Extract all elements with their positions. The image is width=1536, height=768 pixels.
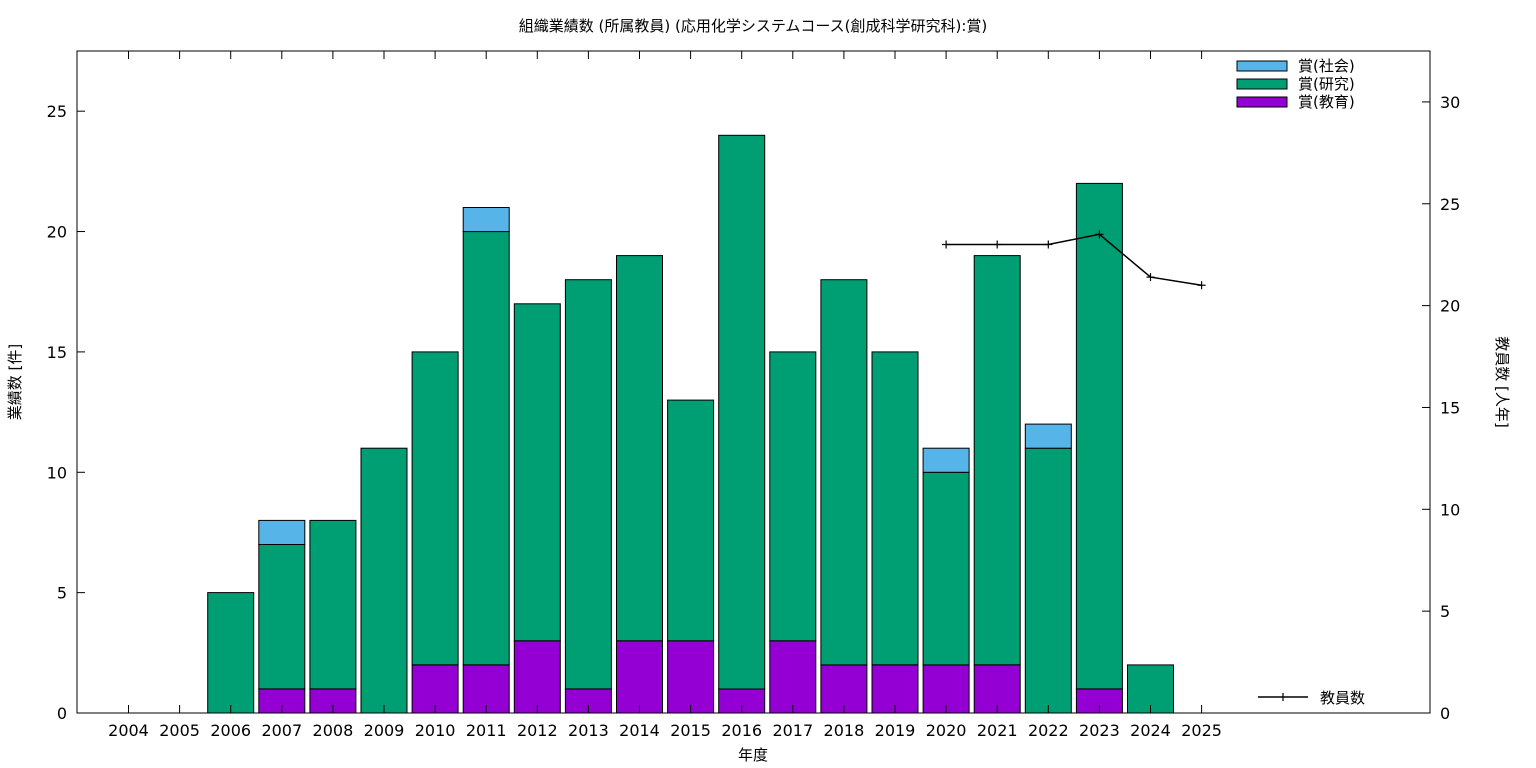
legend-swatch-1 <box>1236 78 1288 90</box>
x-tick-label: 2023 <box>1079 721 1120 740</box>
y2-tick-label: 5 <box>1440 602 1450 621</box>
legend-label-0: 賞(社会) <box>1298 57 1355 75</box>
bar-2019-series-0 <box>871 664 919 714</box>
bar-2022-series-1 <box>1024 447 1072 714</box>
bar-2020-series-1 <box>922 471 970 666</box>
x-tick-label: 2024 <box>1130 721 1171 740</box>
bar-2018-series-0 <box>820 664 868 714</box>
x-tick-label: 2008 <box>313 721 354 740</box>
legend-label-1: 賞(研究) <box>1298 75 1355 93</box>
bar-2017-series-0 <box>769 640 817 714</box>
x-tick-label: 2015 <box>670 721 711 740</box>
bar-2010-series-1 <box>411 351 459 666</box>
x-tick-label: 2005 <box>159 721 200 740</box>
x-tick-label: 2013 <box>568 721 609 740</box>
bar-2017-series-1 <box>769 351 817 642</box>
bar-2020-series-2 <box>922 447 970 473</box>
bar-2016-series-1 <box>718 134 766 690</box>
bar-2018-series-1 <box>820 279 868 666</box>
legend-swatch-2 <box>1236 96 1288 108</box>
y-tick-label: 5 <box>57 584 67 603</box>
bar-2011-series-2 <box>462 207 510 233</box>
bar-2022-series-2 <box>1024 423 1072 449</box>
y2-tick-label: 10 <box>1440 500 1460 519</box>
y2-tick-label: 0 <box>1440 704 1450 723</box>
y-axis: 0 5 10 15 20 25 <box>47 102 85 723</box>
bar-2011-series-1 <box>462 231 510 666</box>
x-axis: 2004 2005 2006 2007 2008 2009 2010 2011 2012 2013… <box>108 51 1222 740</box>
x-tick-label: 2019 <box>875 721 916 740</box>
y-axis-title: 業績数 [件] <box>6 344 24 420</box>
y-tick-label: 25 <box>47 102 67 121</box>
bar-2015-series-0 <box>667 640 715 714</box>
bar-2023-series-1 <box>1075 182 1123 690</box>
x-tick-label: 2018 <box>824 721 865 740</box>
x-tick-label: 2011 <box>466 721 507 740</box>
bar-2019-series-1 <box>871 351 919 666</box>
x-tick-label: 2012 <box>517 721 558 740</box>
y-tick-label: 10 <box>47 463 67 482</box>
bar-2009-series-1 <box>360 447 408 714</box>
legend: 賞(社会)賞(研究)賞(教育) 教員数 <box>1236 57 1365 707</box>
y-tick-label: 15 <box>47 343 67 362</box>
bar-2014-series-1 <box>616 255 663 642</box>
x-tick-label: 2014 <box>619 721 660 740</box>
y2-tick-label: 15 <box>1440 398 1460 417</box>
x-tick-label: 2009 <box>364 721 405 740</box>
y2-tick-label: 20 <box>1440 297 1460 316</box>
bar-2007-series-1 <box>258 544 306 690</box>
bar-2020-series-0 <box>922 664 970 714</box>
x-tick-label: 2020 <box>926 721 967 740</box>
chart-title: 組織業績数 (所属教員) (応用化学システムコース(創成科学研究科):賞) <box>519 17 988 35</box>
y2-axis: 0 5 10 15 20 25 30 <box>1422 93 1460 723</box>
y2-tick-label: 30 <box>1440 93 1460 112</box>
bar-2021-series-1 <box>973 255 1021 666</box>
x-tick-label: 2006 <box>210 721 251 740</box>
bar-2008-series-1 <box>309 519 357 690</box>
legend-line-label: 教員数 <box>1320 689 1365 707</box>
bar-2006-series-1 <box>207 592 255 714</box>
bar-2007-series-2 <box>258 519 306 546</box>
x-tick-label: 2021 <box>977 721 1018 740</box>
y2-axis-title: 教員数 [人年] <box>1493 336 1511 427</box>
y-tick-label: 0 <box>57 704 67 723</box>
y-tick-label: 20 <box>47 223 67 242</box>
bar-2014-series-0 <box>616 640 663 714</box>
x-tick-label: 2010 <box>415 721 456 740</box>
x-tick-label: 2025 <box>1181 721 1222 740</box>
bar-2011-series-0 <box>462 664 510 714</box>
line-layer <box>942 230 1206 290</box>
x-tick-label: 2007 <box>261 721 302 740</box>
legend-swatch-0 <box>1236 60 1288 72</box>
y2-tick-label: 25 <box>1440 195 1460 214</box>
x-tick-label: 2022 <box>1028 721 1069 740</box>
bars <box>207 134 1174 714</box>
legend-label-2: 賞(教育) <box>1298 93 1355 111</box>
x-axis-title: 年度 <box>738 746 768 764</box>
x-tick-label: 2004 <box>108 721 149 740</box>
x-tick-label: 2016 <box>721 721 762 740</box>
bar-2024-series-1 <box>1127 664 1174 714</box>
bar-2013-series-1 <box>564 279 612 690</box>
line-faculty-count <box>946 233 1202 286</box>
bar-2015-series-1 <box>667 399 715 642</box>
x-tick-label: 2017 <box>772 721 813 740</box>
bar-2012-series-1 <box>513 303 561 642</box>
bar-2012-series-0 <box>513 640 561 714</box>
